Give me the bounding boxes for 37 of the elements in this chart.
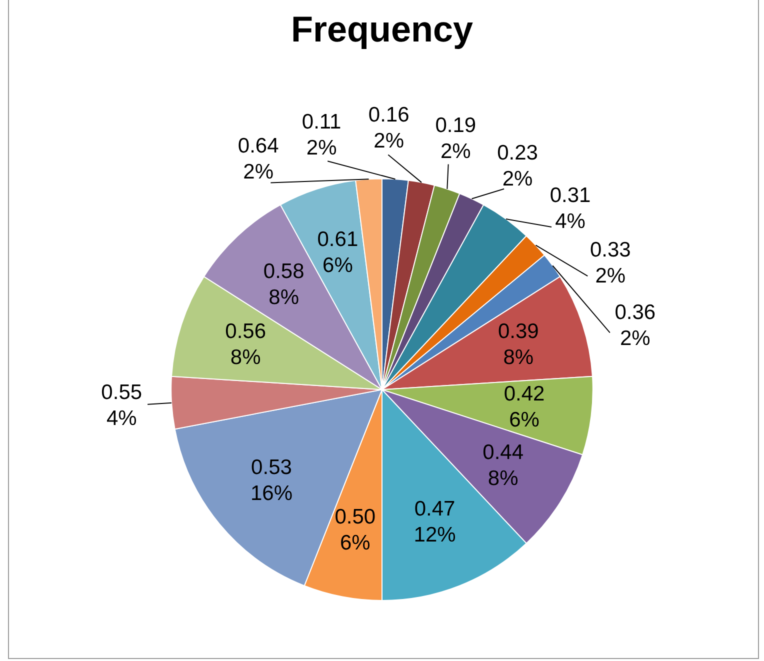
data-label: 6% — [322, 254, 353, 278]
data-label: 2% — [595, 264, 626, 288]
data-label: 6% — [340, 531, 370, 554]
data-label: 8% — [488, 467, 518, 490]
slice-label: 0.64 — [238, 134, 280, 158]
data-label: 2% — [243, 160, 274, 184]
slice-label: 0.16 — [368, 104, 410, 127]
data-label: 2% — [620, 327, 650, 350]
slice-label: 0.58 — [263, 260, 304, 283]
data-label: 4% — [106, 406, 137, 430]
data-label: 2% — [306, 136, 337, 160]
slice-label: 0.39 — [498, 320, 539, 344]
slice-label: 0.55 — [101, 380, 142, 404]
slice-label: 0.33 — [590, 238, 631, 262]
data-label: 4% — [555, 210, 586, 233]
data-label: 2% — [374, 130, 404, 153]
slice-label: 0.47 — [414, 498, 456, 521]
slice-label: 0.42 — [504, 382, 545, 406]
data-label: 12% — [414, 524, 456, 547]
data-label: 8% — [230, 346, 261, 370]
data-label: 6% — [509, 408, 540, 432]
slice-label: 0.31 — [550, 184, 591, 207]
data-label: 8% — [503, 346, 534, 370]
data-label: 8% — [268, 286, 300, 309]
data-label: 2% — [440, 140, 471, 164]
slice-label: 0.36 — [614, 301, 656, 324]
slice-label: 0.53 — [251, 456, 292, 479]
slice-label: 0.11 — [302, 110, 342, 134]
slice-label: 0.56 — [225, 320, 266, 344]
slice-label: 0.44 — [482, 441, 524, 464]
data-label: 2% — [502, 167, 533, 190]
slice-label: 0.19 — [435, 114, 476, 138]
data-label: 16% — [250, 482, 293, 505]
slice-label: 0.50 — [334, 505, 376, 528]
slice-label: 0.61 — [317, 228, 358, 252]
chart-title: Frequency — [290, 8, 474, 50]
slice-label: 0.23 — [497, 141, 538, 164]
